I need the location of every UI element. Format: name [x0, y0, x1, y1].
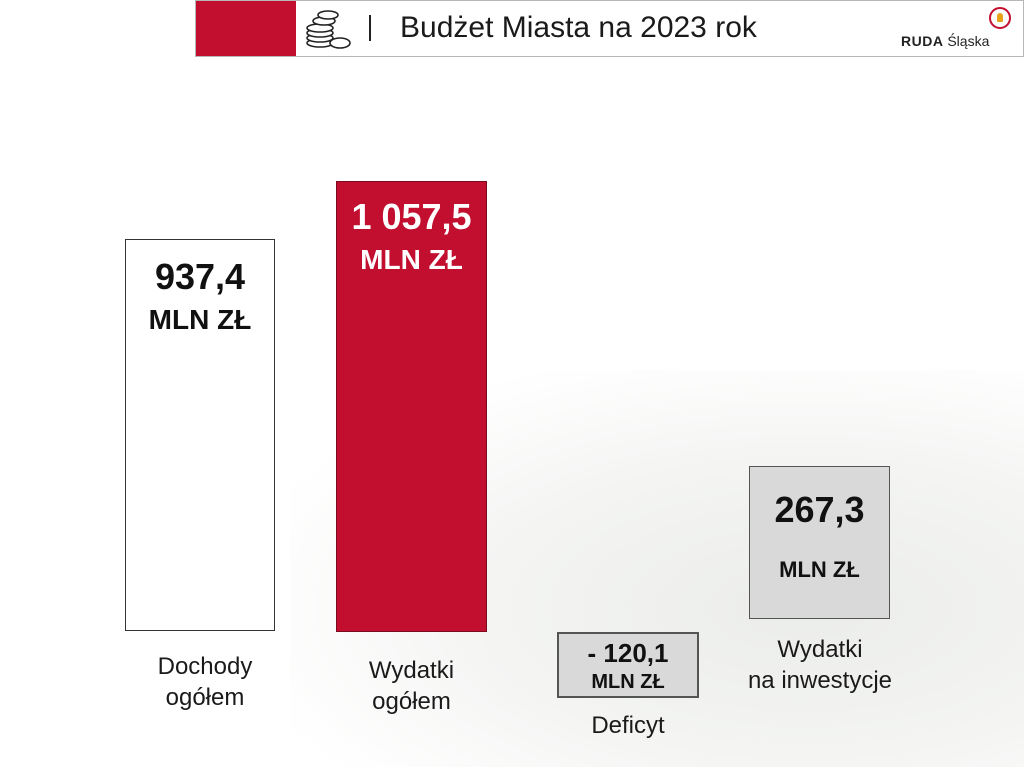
bar-value-label: 1 057,5 — [351, 196, 472, 237]
logo-emblem-icon — [989, 7, 1011, 29]
coins-icon — [304, 7, 352, 51]
category-label-line: na inwestycje — [747, 667, 893, 694]
category-label-line: ogółem — [165, 684, 245, 711]
category-label-inwestycje: Wydatki na inwestycje — [725, 634, 915, 696]
category-label-line: Wydatki — [368, 657, 455, 684]
header-separator — [369, 15, 371, 41]
bar-value-label: - 120,1 — [587, 638, 669, 668]
header-bar: Budżet Miasta na 2023 rok RUDA Śląska — [195, 0, 1024, 57]
category-label-deficyt: Deficyt — [555, 710, 701, 741]
bar-value-label: 937,4 — [154, 256, 246, 297]
category-label-line: ogółem — [372, 688, 451, 715]
category-label-dochody: Dochody ogółem — [125, 651, 285, 713]
bar-wydatki: 1 057,5 MLN ZŁ — [336, 181, 487, 632]
bar-dochody: 937,4 MLN ZŁ — [125, 239, 275, 631]
bar-value-label: 267,3 — [774, 489, 865, 530]
logo-bold-text: RUDA — [901, 33, 944, 49]
category-label-wydatki: Wydatki ogółem — [336, 655, 487, 717]
category-label-line: Wydatki — [777, 636, 863, 663]
page-title: Budżet Miasta na 2023 rok — [400, 11, 757, 44]
bar-unit-label: MLN ZŁ — [148, 304, 252, 335]
bar-unit-label: MLN ZŁ — [779, 557, 860, 582]
ruda-slaska-logo: RUDA Śląska — [901, 5, 1021, 55]
category-label-line: Dochody — [157, 653, 253, 680]
logo-regular-text: Śląska — [947, 33, 990, 49]
category-label-line: Deficyt — [591, 712, 665, 739]
bar-inwestycje: 267,3 MLN ZŁ — [749, 466, 890, 619]
bar-deficyt: - 120,1 MLN ZŁ — [557, 632, 699, 698]
header-accent-block — [196, 1, 296, 56]
bar-unit-label: MLN ZŁ — [591, 671, 665, 693]
bar-unit-label: MLN ZŁ — [360, 244, 463, 275]
